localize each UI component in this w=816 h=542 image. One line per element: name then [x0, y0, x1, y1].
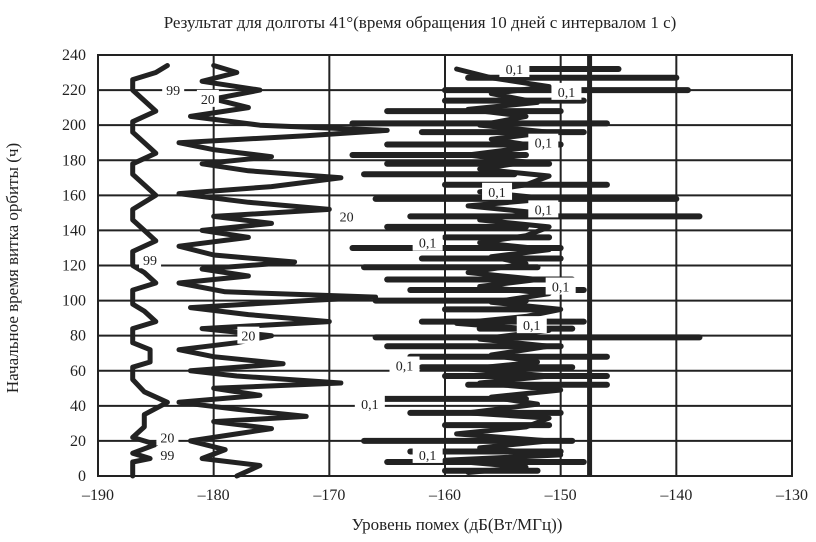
- contour-label-bg: [156, 428, 179, 446]
- contour-label-bg: [156, 445, 179, 463]
- contour-label: 20: [160, 431, 174, 446]
- contour-label-bg: [139, 251, 162, 269]
- contour-label: 99: [160, 449, 174, 464]
- contour-label-bg: [551, 82, 582, 100]
- y-tick-label: 80: [70, 328, 86, 345]
- y-tick-label: 120: [62, 258, 86, 275]
- contour-label: 0,1: [506, 63, 524, 78]
- contour-label: 0,1: [419, 449, 437, 464]
- contour-label-bg: [499, 60, 530, 78]
- contour-label-bg: [412, 445, 443, 463]
- y-tick-label: 180: [62, 152, 86, 169]
- y-tick-label: 40: [70, 398, 86, 415]
- y-tick-label: 140: [62, 222, 86, 239]
- contour-label: 0,1: [552, 281, 570, 296]
- contour-label: 0,1: [535, 203, 553, 218]
- contour-label: 0,1: [488, 186, 506, 201]
- x-tick-label: –170: [312, 487, 345, 504]
- x-tick-label: –160: [428, 487, 461, 504]
- contour-label: 0,1: [523, 319, 541, 334]
- x-tick-label: –130: [775, 487, 808, 504]
- x-axis-label: Уровень помех (дБ(Вт/МГц)): [352, 515, 563, 534]
- contour-label-bg: [545, 277, 576, 295]
- x-tick-label: –150: [544, 487, 577, 504]
- y-tick-label: 60: [70, 363, 86, 380]
- contour-label: 20: [241, 330, 255, 345]
- contour-label-bg: [354, 395, 385, 413]
- contour-label-bg: [162, 81, 185, 99]
- contour-label-bg: [237, 326, 260, 344]
- horizontal-segments: [349, 66, 703, 474]
- contour-label-bg: [196, 89, 219, 107]
- y-tick-label: 240: [62, 47, 86, 64]
- contour-label-bg: [528, 133, 559, 151]
- y-tick-labels: 0 20 40 60 80 100 120 140 160 180 200 220 240: [62, 47, 86, 485]
- plot-frame: [97, 54, 793, 477]
- x-tick-labels: –190 –180 –170 –160 –150 –140 –130: [81, 487, 808, 504]
- contour-label: 20: [201, 93, 215, 108]
- contour-label: 0,1: [361, 398, 379, 413]
- chart-title: Результат для долготы 41°(время обращени…: [164, 13, 677, 32]
- contour-label: 0,1: [558, 86, 576, 101]
- contour-label-bg: [389, 356, 420, 374]
- contour-label-bg: [516, 316, 547, 334]
- y-tick-label: 0: [78, 468, 86, 485]
- contour-labels: 99 20 0,1 0,1 0,1 0,1 0,1 20 0,1 99 0,1 0,1 20 0,1 0,1…: [139, 60, 582, 464]
- contour-label-bg: [528, 200, 559, 218]
- y-axis-label: Начальное время витка орбиты (ч): [3, 143, 22, 393]
- y-tick-label: 200: [62, 117, 86, 134]
- contour-label: 99: [143, 254, 157, 269]
- contour-label-bg: [412, 233, 443, 251]
- y-tick-label: 100: [62, 293, 86, 310]
- contour-label: 0,1: [396, 359, 414, 374]
- contour-label: 99: [166, 84, 180, 99]
- y-tick-label: 20: [70, 433, 86, 450]
- contour-label: 0,1: [535, 137, 553, 152]
- contour-label-bg: [482, 182, 513, 200]
- series-line-1: [130, 63, 170, 479]
- x-tick-label: –190: [81, 487, 114, 504]
- contour-label-bg: [335, 207, 358, 225]
- contour-label: 0,1: [419, 237, 437, 252]
- contour-label: 20: [340, 210, 354, 225]
- series-line-2: [176, 63, 390, 479]
- x-tick-label: –140: [659, 487, 692, 504]
- y-tick-label: 160: [62, 187, 86, 204]
- y-tick-label: 220: [62, 82, 86, 99]
- x-tick-label: –180: [197, 487, 230, 504]
